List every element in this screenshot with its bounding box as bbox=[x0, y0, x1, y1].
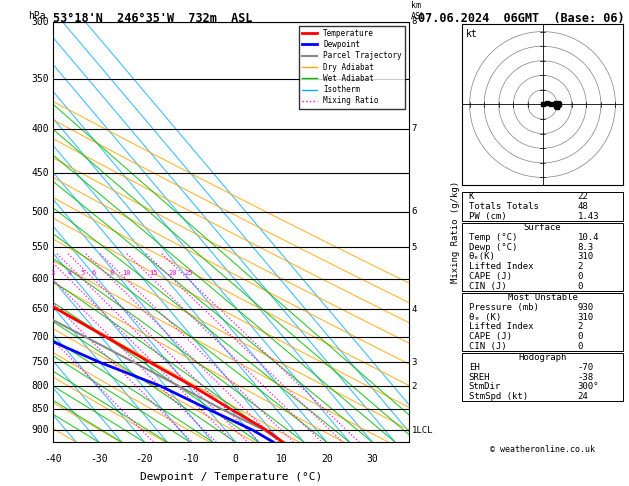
Text: 850: 850 bbox=[31, 404, 49, 414]
Text: 8: 8 bbox=[412, 17, 417, 26]
Text: 20: 20 bbox=[169, 270, 177, 276]
Text: θₑ(K): θₑ(K) bbox=[469, 252, 496, 261]
Text: 20: 20 bbox=[321, 454, 333, 464]
Text: Lifted Index: Lifted Index bbox=[469, 262, 533, 271]
Text: Lifted Index: Lifted Index bbox=[469, 322, 533, 331]
Text: 48: 48 bbox=[578, 202, 589, 211]
Text: CIN (J): CIN (J) bbox=[469, 342, 506, 351]
Text: 7: 7 bbox=[412, 124, 417, 133]
Text: Most Unstable: Most Unstable bbox=[508, 293, 577, 302]
Text: 24: 24 bbox=[578, 392, 589, 401]
Text: hPa: hPa bbox=[28, 11, 46, 20]
Text: 2: 2 bbox=[412, 382, 417, 391]
Text: 8: 8 bbox=[110, 270, 114, 276]
Text: 0: 0 bbox=[578, 332, 583, 341]
Text: 800: 800 bbox=[31, 382, 49, 391]
Text: 0: 0 bbox=[578, 272, 583, 281]
Text: 4: 4 bbox=[67, 270, 72, 276]
Text: 25: 25 bbox=[184, 270, 193, 276]
Text: 2: 2 bbox=[578, 322, 583, 331]
Text: 3: 3 bbox=[412, 358, 417, 367]
Text: 300: 300 bbox=[31, 17, 49, 27]
Text: -30: -30 bbox=[90, 454, 108, 464]
Text: -70: -70 bbox=[578, 363, 594, 372]
Text: 0: 0 bbox=[578, 281, 583, 291]
Text: Dewp (°C): Dewp (°C) bbox=[469, 243, 517, 252]
Text: 5: 5 bbox=[81, 270, 85, 276]
Text: 10.4: 10.4 bbox=[578, 233, 599, 242]
Text: 900: 900 bbox=[31, 425, 49, 435]
Legend: Temperature, Dewpoint, Parcel Trajectory, Dry Adiabat, Wet Adiabat, Isotherm, Mi: Temperature, Dewpoint, Parcel Trajectory… bbox=[299, 26, 405, 108]
Text: CAPE (J): CAPE (J) bbox=[469, 272, 512, 281]
Text: 22: 22 bbox=[578, 192, 589, 201]
Text: 6: 6 bbox=[412, 207, 417, 216]
Text: 10: 10 bbox=[122, 270, 131, 276]
Text: Mixing Ratio (g/kg): Mixing Ratio (g/kg) bbox=[450, 181, 460, 283]
Text: Dewpoint / Temperature (°C): Dewpoint / Temperature (°C) bbox=[140, 472, 322, 482]
Text: 3: 3 bbox=[50, 270, 55, 276]
Text: kt: kt bbox=[465, 29, 477, 39]
Bar bbox=[462, 293, 623, 351]
Text: Hodograph: Hodograph bbox=[518, 353, 567, 363]
Text: 650: 650 bbox=[31, 304, 49, 314]
Text: 30: 30 bbox=[367, 454, 378, 464]
Text: © weatheronline.co.uk: © weatheronline.co.uk bbox=[490, 445, 595, 454]
Text: 1.43: 1.43 bbox=[578, 212, 599, 221]
Text: 8.3: 8.3 bbox=[578, 243, 594, 252]
Text: Totals Totals: Totals Totals bbox=[469, 202, 538, 211]
Text: 300°: 300° bbox=[578, 382, 599, 391]
Text: CAPE (J): CAPE (J) bbox=[469, 332, 512, 341]
Text: 310: 310 bbox=[578, 312, 594, 322]
Text: 15: 15 bbox=[149, 270, 157, 276]
Text: -10: -10 bbox=[181, 454, 199, 464]
Text: 930: 930 bbox=[578, 303, 594, 312]
Text: EH: EH bbox=[469, 363, 479, 372]
Text: km
ASL: km ASL bbox=[411, 1, 426, 20]
Text: Surface: Surface bbox=[524, 224, 561, 232]
Bar bbox=[462, 353, 623, 401]
Text: -40: -40 bbox=[45, 454, 62, 464]
Text: 550: 550 bbox=[31, 242, 49, 252]
Text: Temp (°C): Temp (°C) bbox=[469, 233, 517, 242]
Text: CIN (J): CIN (J) bbox=[469, 281, 506, 291]
Text: StmSpd (kt): StmSpd (kt) bbox=[469, 392, 528, 401]
Text: 0: 0 bbox=[578, 342, 583, 351]
Text: StmDir: StmDir bbox=[469, 382, 501, 391]
Text: 53°18'N  246°35'W  732m  ASL: 53°18'N 246°35'W 732m ASL bbox=[53, 12, 253, 25]
Text: 700: 700 bbox=[31, 332, 49, 342]
Text: 310: 310 bbox=[578, 252, 594, 261]
Text: 10: 10 bbox=[276, 454, 287, 464]
Text: -38: -38 bbox=[578, 373, 594, 382]
Text: PW (cm): PW (cm) bbox=[469, 212, 506, 221]
Text: 07.06.2024  06GMT  (Base: 06): 07.06.2024 06GMT (Base: 06) bbox=[418, 12, 625, 25]
Text: 1LCL: 1LCL bbox=[412, 426, 433, 434]
Bar bbox=[462, 192, 623, 221]
Text: θₑ (K): θₑ (K) bbox=[469, 312, 501, 322]
Text: 0: 0 bbox=[233, 454, 238, 464]
Text: 450: 450 bbox=[31, 168, 49, 177]
Text: K: K bbox=[469, 192, 474, 201]
Text: 400: 400 bbox=[31, 124, 49, 134]
Text: 350: 350 bbox=[31, 74, 49, 84]
Text: Pressure (mb): Pressure (mb) bbox=[469, 303, 538, 312]
Text: 2: 2 bbox=[578, 262, 583, 271]
Text: 600: 600 bbox=[31, 275, 49, 284]
Text: 500: 500 bbox=[31, 207, 49, 217]
Text: -20: -20 bbox=[136, 454, 153, 464]
Text: 5: 5 bbox=[412, 243, 417, 252]
Bar bbox=[462, 223, 623, 291]
Text: 6: 6 bbox=[92, 270, 96, 276]
Text: 750: 750 bbox=[31, 357, 49, 367]
Text: 4: 4 bbox=[412, 305, 417, 313]
Text: SREH: SREH bbox=[469, 373, 490, 382]
